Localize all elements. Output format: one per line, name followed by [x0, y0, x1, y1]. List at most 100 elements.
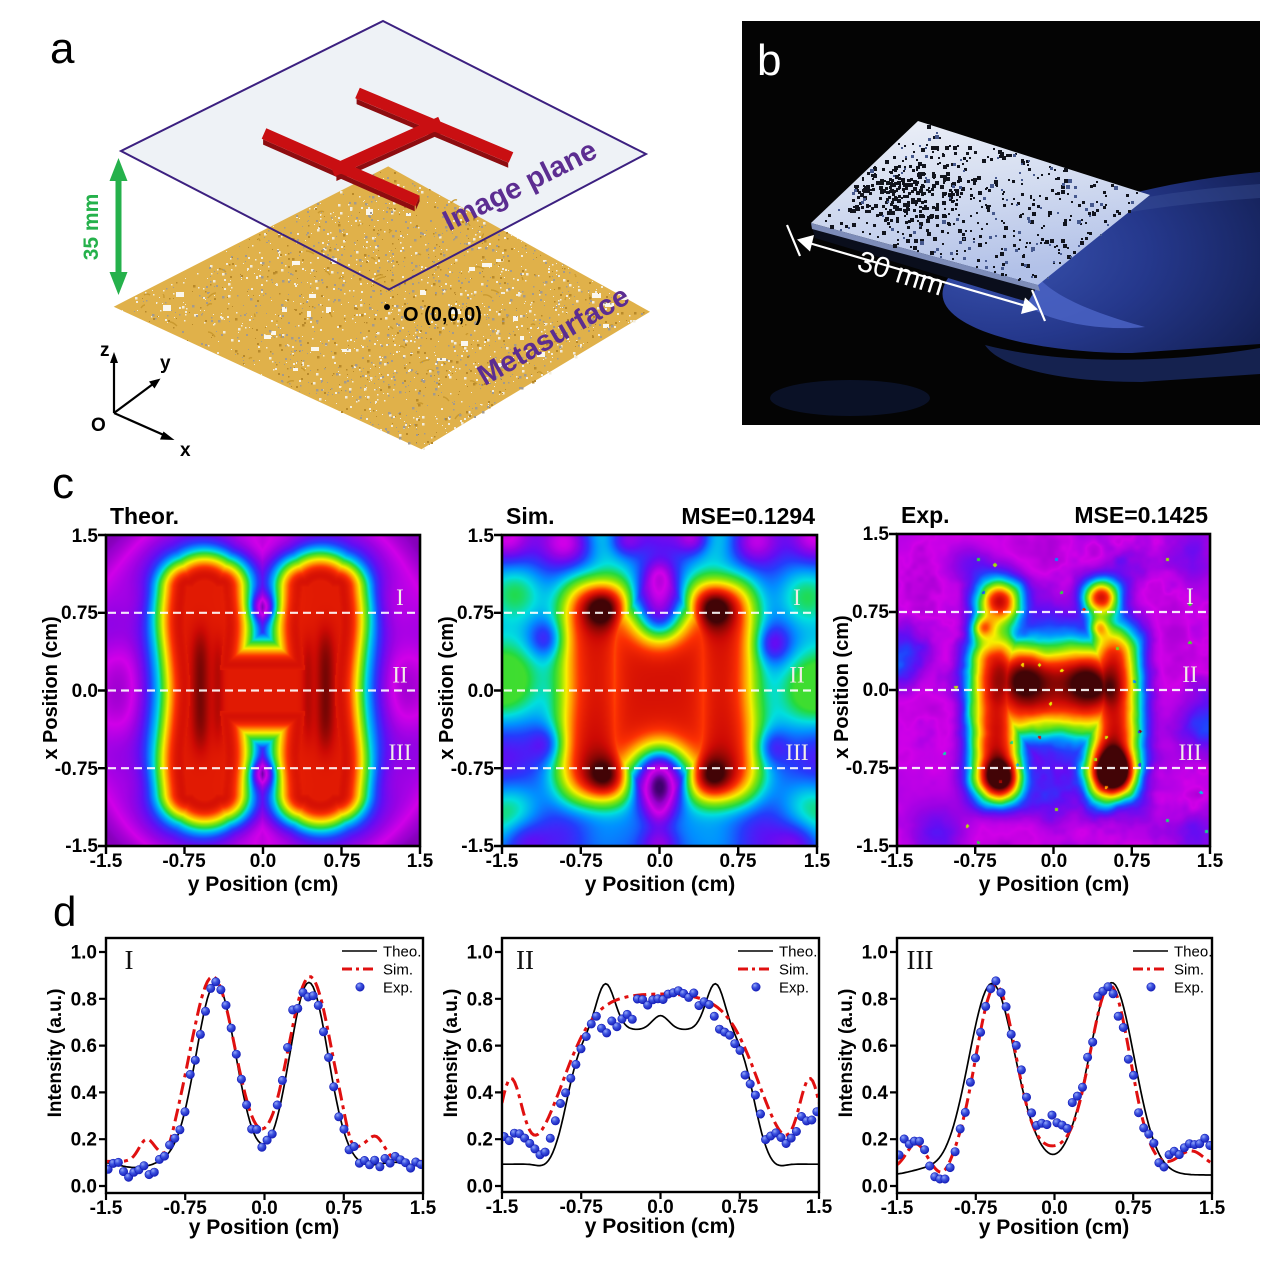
- svg-text:II: II: [1182, 662, 1197, 687]
- svg-text:y Position (cm): y Position (cm): [585, 873, 736, 896]
- svg-text:x Position (cm): x Position (cm): [831, 615, 853, 758]
- svg-text:O (0,0,0): O (0,0,0): [403, 304, 482, 326]
- svg-text:Theo.: Theo.: [1174, 944, 1212, 961]
- svg-text:Exp.: Exp.: [1174, 980, 1204, 997]
- svg-text:0.0: 0.0: [251, 1198, 277, 1219]
- svg-text:Theor.: Theor.: [110, 503, 179, 529]
- svg-text:Sim.: Sim.: [383, 962, 413, 979]
- svg-text:0.6: 0.6: [862, 1036, 888, 1057]
- svg-text:0.4: 0.4: [862, 1083, 889, 1104]
- svg-text:0.2: 0.2: [862, 1130, 888, 1151]
- svg-text:Sim.: Sim.: [1174, 962, 1204, 979]
- svg-text:-0.75: -0.75: [560, 1197, 604, 1218]
- svg-text:0.75: 0.75: [457, 603, 494, 624]
- svg-text:1.0: 1.0: [467, 943, 493, 964]
- svg-text:-0.75: -0.75: [451, 759, 495, 780]
- svg-text:III: III: [907, 945, 934, 975]
- svg-text:1.5: 1.5: [806, 1197, 833, 1218]
- svg-text:III: III: [1179, 740, 1202, 765]
- svg-text:0.75: 0.75: [852, 602, 889, 623]
- svg-text:0.8: 0.8: [467, 989, 493, 1010]
- svg-text:1.5: 1.5: [72, 526, 99, 547]
- svg-text:-0.75: -0.75: [846, 758, 890, 779]
- svg-text:-1.5: -1.5: [881, 1198, 914, 1219]
- svg-text:0.75: 0.75: [720, 851, 757, 872]
- svg-text:1.5: 1.5: [1197, 851, 1224, 872]
- svg-text:0.0: 0.0: [647, 1197, 673, 1218]
- svg-text:-1.5: -1.5: [461, 836, 494, 857]
- svg-text:b: b: [757, 36, 781, 85]
- svg-text:0.0: 0.0: [1041, 1198, 1067, 1219]
- svg-text:0.0: 0.0: [1041, 851, 1067, 872]
- svg-text:Intensity (a.u.): Intensity (a.u.): [836, 989, 857, 1118]
- svg-text:-0.75: -0.75: [55, 759, 99, 780]
- svg-text:0.0: 0.0: [467, 1177, 493, 1198]
- svg-text:c: c: [52, 470, 74, 508]
- svg-text:0.0: 0.0: [862, 1177, 888, 1198]
- svg-text:0.2: 0.2: [467, 1130, 493, 1151]
- svg-text:y Position (cm): y Position (cm): [979, 1216, 1130, 1239]
- svg-text:Sim.: Sim.: [506, 503, 555, 529]
- svg-text:Theo.: Theo.: [383, 944, 421, 961]
- svg-text:0.75: 0.75: [721, 1197, 758, 1218]
- svg-text:III: III: [389, 740, 412, 765]
- svg-text:Intensity (a.u.): Intensity (a.u.): [45, 989, 66, 1118]
- svg-text:y: y: [160, 353, 171, 374]
- svg-text:1.5: 1.5: [804, 851, 831, 872]
- svg-text:1.5: 1.5: [863, 524, 890, 545]
- svg-text:1.0: 1.0: [71, 943, 97, 964]
- svg-text:y Position (cm): y Position (cm): [979, 873, 1130, 896]
- svg-text:-0.75: -0.75: [162, 851, 206, 872]
- svg-text:a: a: [50, 24, 75, 73]
- svg-text:0.8: 0.8: [862, 989, 888, 1010]
- svg-text:-1.5: -1.5: [486, 1197, 519, 1218]
- svg-text:35 mm: 35 mm: [80, 194, 103, 261]
- svg-text:0.75: 0.75: [61, 603, 98, 624]
- svg-text:0.0: 0.0: [71, 1177, 97, 1198]
- svg-text:z: z: [100, 340, 110, 361]
- svg-text:0.4: 0.4: [71, 1083, 98, 1104]
- svg-text:0.8: 0.8: [71, 989, 97, 1010]
- svg-text:0.2: 0.2: [71, 1130, 97, 1151]
- svg-text:0.0: 0.0: [250, 851, 276, 872]
- svg-text:I: I: [1186, 584, 1194, 609]
- svg-text:Exp.: Exp.: [779, 980, 809, 997]
- svg-text:II: II: [789, 663, 804, 688]
- svg-text:I: I: [125, 945, 134, 975]
- svg-text:0.75: 0.75: [1115, 1198, 1152, 1219]
- svg-text:0.0: 0.0: [468, 681, 494, 702]
- svg-text:Sim.: Sim.: [779, 962, 809, 979]
- svg-text:-1.5: -1.5: [90, 1198, 123, 1219]
- svg-text:y Position (cm): y Position (cm): [188, 873, 339, 896]
- svg-text:0.6: 0.6: [467, 1036, 493, 1057]
- svg-text:-0.75: -0.75: [954, 1198, 998, 1219]
- svg-text:1.0: 1.0: [862, 943, 888, 964]
- svg-text:I: I: [396, 585, 404, 610]
- svg-text:0.6: 0.6: [71, 1036, 97, 1057]
- svg-text:x Position (cm): x Position (cm): [40, 616, 62, 759]
- svg-text:-1.5: -1.5: [65, 836, 98, 857]
- svg-text:-1.5: -1.5: [856, 836, 889, 857]
- svg-text:-0.75: -0.75: [164, 1198, 208, 1219]
- svg-text:III: III: [786, 740, 809, 765]
- svg-text:1.5: 1.5: [410, 1198, 437, 1219]
- svg-text:0.75: 0.75: [325, 1198, 362, 1219]
- svg-text:II: II: [516, 945, 534, 975]
- svg-text:1.5: 1.5: [468, 526, 495, 547]
- svg-text:1.5: 1.5: [1199, 1198, 1226, 1219]
- svg-text:y Position (cm): y Position (cm): [189, 1216, 340, 1239]
- svg-text:0.75: 0.75: [324, 851, 361, 872]
- svg-text:-1.5: -1.5: [486, 851, 519, 872]
- svg-text:Exp.: Exp.: [383, 980, 413, 997]
- svg-text:Exp.: Exp.: [901, 502, 950, 528]
- svg-text:y Position (cm): y Position (cm): [585, 1215, 736, 1238]
- svg-text:x: x: [180, 440, 191, 461]
- svg-text:MSE=0.1425: MSE=0.1425: [1074, 502, 1208, 528]
- svg-text:-1.5: -1.5: [90, 851, 123, 872]
- svg-text:O: O: [91, 415, 106, 436]
- svg-text:0.0: 0.0: [647, 851, 673, 872]
- svg-text:0.75: 0.75: [1114, 851, 1151, 872]
- svg-text:x Position (cm): x Position (cm): [436, 616, 458, 759]
- svg-text:MSE=0.1294: MSE=0.1294: [681, 503, 815, 529]
- svg-text:1.5: 1.5: [407, 851, 434, 872]
